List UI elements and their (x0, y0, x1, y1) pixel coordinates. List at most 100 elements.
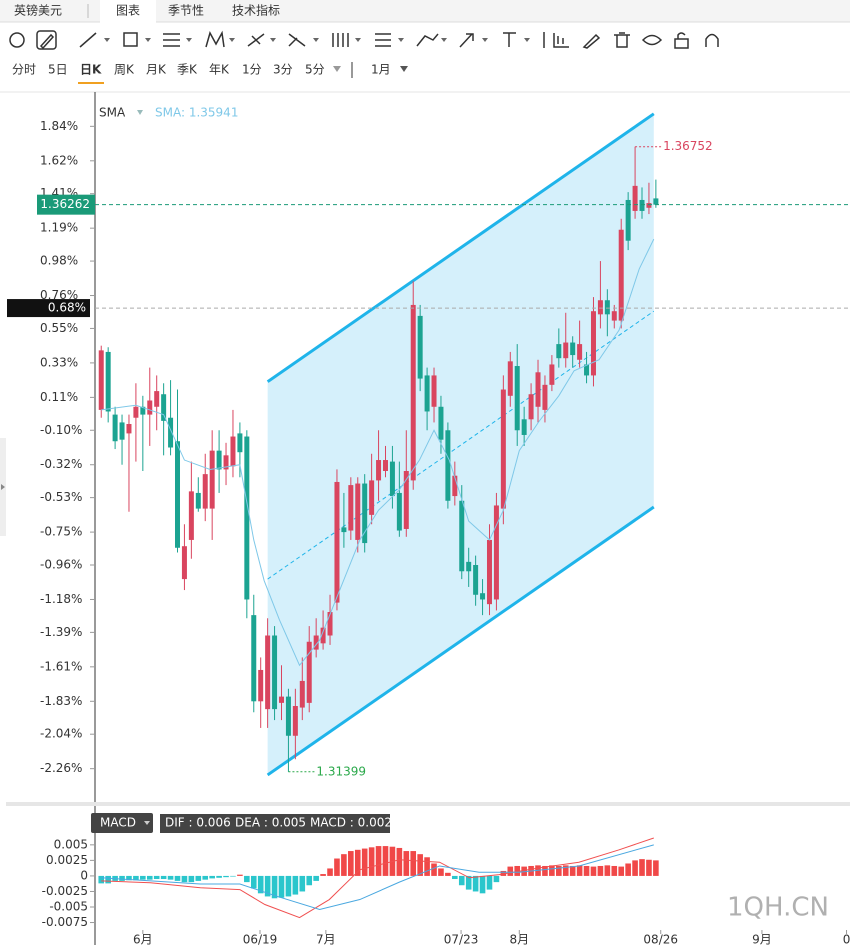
period-button[interactable]: 周K (114, 63, 135, 77)
dropdown-arrow[interactable] (355, 38, 361, 42)
candle-body (389, 461, 395, 497)
tool-icon[interactable] (9, 32, 25, 48)
x-tick-label: 7月 (316, 933, 336, 946)
macd-bar (230, 875, 236, 877)
macd-bar (264, 875, 271, 897)
macd-legend: DIF : 0.006 (165, 816, 231, 830)
dropdown-arrow[interactable] (333, 66, 341, 72)
dropdown-arrow[interactable] (398, 38, 404, 42)
tool-icon[interactable] (416, 33, 439, 47)
tool-icon[interactable] (553, 33, 569, 48)
dropdown-arrow[interactable] (313, 38, 319, 42)
candle-body (611, 311, 617, 321)
period-button[interactable]: 年K (209, 63, 230, 77)
macd-bar (140, 875, 146, 880)
period-button[interactable]: 5分 (305, 63, 325, 77)
indicator-name: MACD (100, 816, 136, 830)
period-button[interactable]: 1月 (371, 63, 391, 77)
tool-icon[interactable] (503, 32, 516, 47)
macd-bar (105, 875, 111, 884)
macd-bar (216, 875, 222, 878)
candle-body (306, 641, 312, 703)
tool-icon[interactable] (674, 38, 689, 49)
y-tick-label: -0.0075 (42, 915, 88, 929)
macd-bar (576, 865, 583, 876)
tool-icon[interactable] (247, 33, 265, 47)
tool-icon[interactable] (375, 33, 391, 47)
period-button[interactable]: 3分 (273, 63, 293, 77)
candle-body (251, 615, 257, 702)
indicator-select[interactable] (91, 813, 153, 833)
tool-icon[interactable] (677, 32, 686, 39)
overlays: 6月 06/19 7月 07/23 8月 08/26 9月 0 1QH.CN (133, 893, 850, 947)
dropdown-arrow[interactable] (400, 66, 408, 72)
candle-body (299, 680, 305, 708)
candle-body (244, 436, 250, 600)
tool-icon[interactable] (459, 33, 474, 48)
candle-body (653, 198, 659, 205)
candle-body (147, 400, 153, 415)
tool-icon[interactable] (79, 32, 97, 48)
candle-body (590, 311, 596, 376)
tool-icon[interactable] (614, 32, 630, 48)
candle-body (140, 406, 146, 415)
y-tick-label: 0.55% (40, 321, 78, 335)
y-tick-label: -0.53% (40, 490, 82, 504)
dropdown-arrow[interactable] (145, 38, 151, 42)
tab[interactable]: 图表 (116, 4, 140, 18)
macd-bar (500, 870, 507, 876)
candle-body (570, 342, 576, 356)
macd-bar (237, 874, 243, 876)
tool-icon[interactable] (205, 30, 225, 48)
dropdown-arrow[interactable] (229, 38, 235, 42)
period-button[interactable]: 分时 (12, 63, 36, 77)
legend-arrow[interactable] (137, 110, 143, 115)
candle-body (265, 635, 271, 710)
period-button[interactable]: 月K (146, 63, 167, 77)
x-tick-label: 6月 (133, 933, 153, 946)
macd-bar (583, 865, 590, 876)
macd-bar (618, 866, 625, 876)
x-tick-label: 9月 (752, 933, 772, 946)
macd-bar (306, 875, 313, 886)
period-button[interactable]: 季K (177, 63, 198, 77)
candle-body (577, 344, 583, 360)
last-price-tag (37, 194, 95, 215)
period-button[interactable]: 5日 (48, 63, 68, 77)
macd-bar (299, 875, 306, 892)
dropdown-arrow[interactable] (524, 38, 530, 42)
period-button[interactable]: 日K (80, 63, 102, 77)
dropdown-arrow[interactable] (270, 38, 276, 42)
y-tick-label: 0.76% (40, 288, 78, 302)
period-button[interactable]: 1分 (242, 63, 262, 77)
y-tick-label: -1.61% (40, 659, 82, 673)
candle-body (500, 389, 506, 509)
tool-icon[interactable] (332, 33, 349, 47)
dropdown-arrow[interactable] (186, 38, 192, 42)
candle-body (161, 394, 167, 421)
tool-icon[interactable] (163, 33, 180, 47)
macd-bar (167, 875, 174, 880)
macd-line (101, 844, 654, 911)
candle-body (417, 315, 423, 379)
x-tick-label: 07/23 (444, 933, 479, 946)
tool-icon[interactable] (641, 34, 663, 46)
tool-icon[interactable] (123, 32, 138, 47)
candle-body (466, 561, 472, 572)
tab[interactable]: 技术指标 (232, 3, 280, 18)
tool-icon[interactable] (288, 33, 306, 47)
candle-body (258, 669, 264, 702)
y-tick-label: -2.26% (40, 761, 82, 775)
macd-bar (382, 846, 389, 876)
dropdown-arrow[interactable] (441, 38, 447, 42)
tool-icon[interactable] (39, 33, 55, 50)
dropdown-arrow[interactable] (482, 38, 488, 42)
y-tick-label: -1.18% (40, 592, 82, 606)
dropdown-arrow[interactable] (104, 38, 110, 42)
macd-bar (542, 865, 548, 876)
tool-icon[interactable] (582, 33, 601, 49)
macd-bar (278, 875, 285, 898)
tab[interactable]: 季节性 (168, 4, 204, 18)
tool-icon[interactable] (705, 33, 719, 48)
candle-body (175, 441, 181, 548)
